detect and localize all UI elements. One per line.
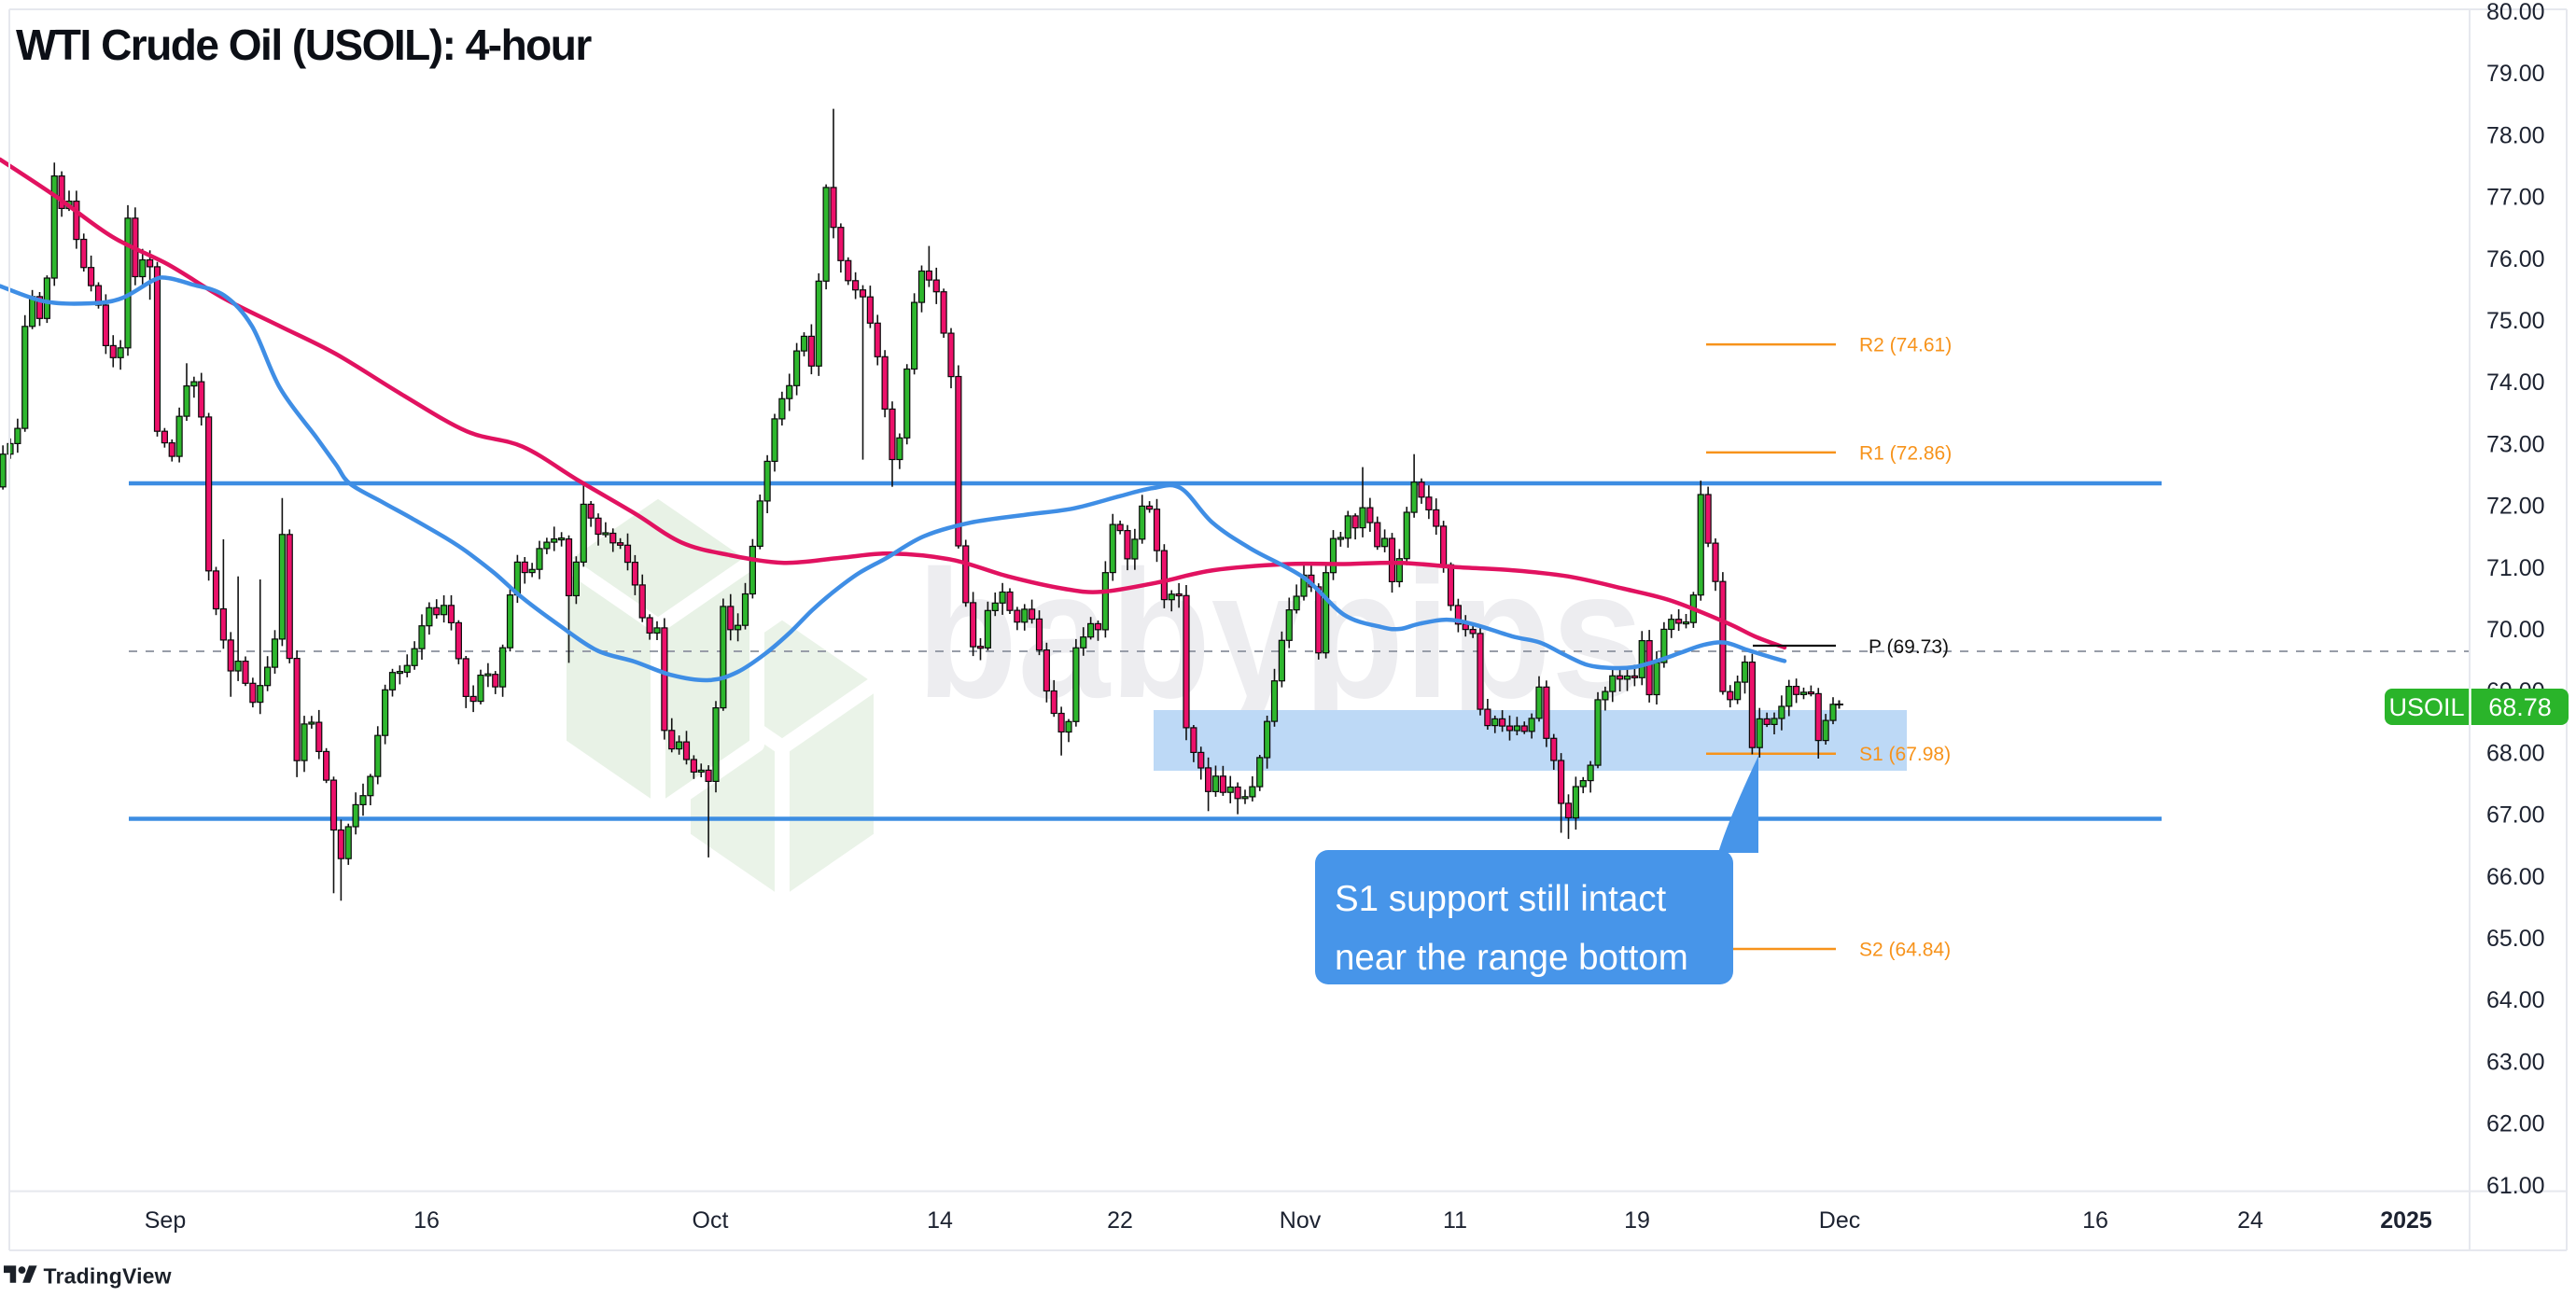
svg-text:TradingView: TradingView — [44, 1264, 172, 1289]
svg-text:16: 16 — [2082, 1207, 2108, 1234]
svg-text:67.00: 67.00 — [2486, 802, 2545, 829]
svg-text:71.00: 71.00 — [2486, 555, 2545, 581]
svg-text:P (69.73): P (69.73) — [1869, 636, 1949, 658]
svg-text:72.00: 72.00 — [2486, 494, 2545, 520]
svg-text:66.00: 66.00 — [2486, 864, 2545, 890]
svg-text:63.00: 63.00 — [2486, 1049, 2545, 1075]
svg-text:USOIL: USOIL — [2388, 693, 2464, 721]
svg-text:73.00: 73.00 — [2486, 431, 2545, 457]
svg-text:62.00: 62.00 — [2486, 1111, 2545, 1137]
svg-text:Dec: Dec — [1819, 1207, 1860, 1234]
svg-text:Nov: Nov — [1280, 1207, 1322, 1234]
svg-text:near the range bottom: near the range bottom — [1335, 938, 1688, 978]
svg-text:61.00: 61.00 — [2486, 1173, 2545, 1199]
svg-text:2025: 2025 — [2380, 1207, 2432, 1234]
svg-text:11: 11 — [1443, 1207, 1467, 1234]
svg-text:19: 19 — [1624, 1207, 1650, 1234]
svg-text:Sep: Sep — [145, 1207, 186, 1234]
svg-text:16: 16 — [413, 1207, 440, 1234]
svg-text:65.00: 65.00 — [2486, 926, 2545, 952]
svg-text:22: 22 — [1107, 1207, 1133, 1234]
svg-text:R1 (72.86): R1 (72.86) — [1859, 442, 1952, 464]
svg-text:70.00: 70.00 — [2486, 617, 2545, 643]
svg-text:80.00: 80.00 — [2486, 0, 2545, 25]
svg-text:78.00: 78.00 — [2486, 122, 2545, 148]
svg-text:24: 24 — [2237, 1207, 2263, 1234]
svg-text:R2 (74.61): R2 (74.61) — [1859, 335, 1952, 356]
svg-text:75.00: 75.00 — [2486, 308, 2545, 334]
svg-text:77.00: 77.00 — [2486, 185, 2545, 211]
svg-text:74.00: 74.00 — [2486, 370, 2545, 396]
svg-text:Oct: Oct — [693, 1207, 729, 1234]
svg-text:S2 (64.84): S2 (64.84) — [1859, 940, 1951, 961]
svg-text:68.00: 68.00 — [2486, 740, 2545, 766]
svg-text:79.00: 79.00 — [2486, 61, 2545, 87]
svg-text:WTI Crude Oil (USOIL): 4-hour: WTI Crude Oil (USOIL): 4-hour — [16, 21, 592, 69]
svg-text:76.00: 76.00 — [2486, 246, 2545, 272]
svg-text:S1 (67.98): S1 (67.98) — [1859, 744, 1951, 765]
svg-text:S1 support still intact: S1 support still intact — [1335, 879, 1667, 919]
svg-text:68.78: 68.78 — [2488, 693, 2552, 721]
svg-text:64.00: 64.00 — [2486, 987, 2545, 1013]
svg-text:14: 14 — [927, 1207, 953, 1234]
